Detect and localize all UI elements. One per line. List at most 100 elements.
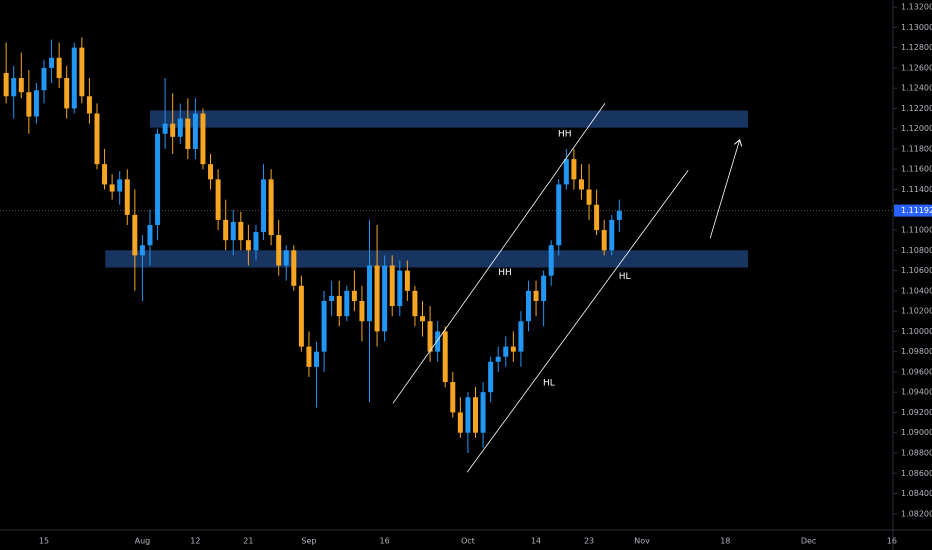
- candle-body: [465, 397, 471, 433]
- candle-body: [208, 164, 214, 180]
- candle-body: [510, 346, 516, 352]
- candle-body: [86, 96, 92, 114]
- x-tick-label: 18: [720, 537, 730, 546]
- candle-body: [351, 290, 357, 301]
- y-tick-label: 1.12200: [901, 104, 932, 113]
- y-tick-label: 1.10800: [901, 246, 932, 255]
- candle-body: [488, 361, 494, 393]
- candle-body: [457, 412, 463, 433]
- candle-body: [170, 123, 176, 137]
- candle-body: [503, 346, 509, 357]
- candle-body: [79, 47, 85, 97]
- candle-body: [601, 230, 607, 251]
- candle-body: [215, 179, 221, 220]
- y-tick-label: 1.13000: [901, 23, 932, 32]
- candle-body: [412, 290, 418, 317]
- candle-body: [94, 113, 100, 165]
- y-tick-label: 1.13200: [901, 3, 932, 12]
- y-tick-label: 1.12800: [901, 43, 932, 52]
- x-tick-label: 16: [887, 537, 897, 546]
- candle-body: [276, 235, 282, 266]
- candle-body: [26, 92, 32, 117]
- y-tick-label: 1.09000: [901, 428, 932, 437]
- y-tick-label: 1.11000: [901, 226, 932, 235]
- candle-body: [124, 179, 130, 215]
- candle-body: [359, 300, 365, 322]
- candle-body: [132, 214, 138, 256]
- y-tick-label: 1.08200: [901, 509, 932, 518]
- y-tick-label: 1.08800: [901, 448, 932, 457]
- candle-body: [3, 72, 9, 97]
- candle-body: [616, 210, 622, 220]
- candle-body: [336, 295, 342, 317]
- y-tick-label: 1.11600: [901, 165, 932, 174]
- zone: [149, 110, 749, 128]
- annotation: HL: [619, 272, 631, 282]
- candle-body: [102, 164, 108, 185]
- y-tick-label: 1.09600: [901, 367, 932, 376]
- candle-body: [541, 275, 547, 301]
- last-price-box: [894, 204, 932, 217]
- candle-body: [397, 270, 403, 307]
- candle-body: [268, 179, 274, 236]
- annotation: HH: [558, 129, 572, 139]
- candle-body: [594, 204, 600, 231]
- candle-body: [291, 250, 297, 286]
- y-tick-label: 1.12600: [901, 63, 932, 72]
- trend-line: [466, 170, 689, 473]
- candle-body: [245, 240, 251, 251]
- arrow: [709, 140, 740, 239]
- candle-body: [563, 159, 569, 185]
- candle-body: [609, 219, 615, 251]
- candle-body: [238, 221, 244, 241]
- candle-body: [533, 290, 539, 301]
- y-tick-label: 1.12000: [901, 124, 932, 133]
- x-tick-label: 14: [531, 537, 541, 546]
- candle-body: [49, 57, 55, 68]
- candle-body: [177, 118, 183, 137]
- candle-body: [321, 300, 327, 352]
- y-tick-label: 1.10000: [901, 327, 932, 336]
- candle-body: [147, 224, 153, 246]
- candle-body: [329, 295, 335, 301]
- x-tick-label: Oct: [461, 537, 475, 546]
- candle-body: [253, 232, 259, 251]
- candle-body: [480, 392, 486, 433]
- candle-body: [200, 113, 206, 165]
- candle-body: [117, 179, 123, 192]
- candle-body: [71, 47, 77, 109]
- x-tick-label: 15: [39, 537, 49, 546]
- candle-body: [261, 179, 267, 233]
- x-tick-label: 16: [380, 537, 390, 546]
- y-tick-label: 1.09200: [901, 408, 932, 417]
- candle-body: [162, 123, 168, 134]
- y-tick-label: 1.08400: [901, 489, 932, 498]
- trend-line: [392, 103, 606, 404]
- candle-body: [298, 285, 304, 347]
- candle-body: [155, 133, 161, 225]
- y-tick-label: 1.10600: [901, 266, 932, 275]
- candle-body: [192, 113, 198, 149]
- candle-body: [18, 78, 24, 93]
- candle-body: [223, 219, 229, 241]
- candle-body: [427, 321, 433, 352]
- candle-body: [314, 351, 320, 367]
- candle-body: [548, 245, 554, 276]
- candle-body: [11, 78, 17, 97]
- y-tick-label: 1.09400: [901, 388, 932, 397]
- candle-body: [472, 397, 478, 433]
- candle-body: [382, 265, 388, 332]
- candle-body: [283, 250, 289, 266]
- y-tick-label: 1.09800: [901, 347, 932, 356]
- zone: [105, 250, 749, 268]
- candle-body: [525, 290, 531, 322]
- last-price-label: 1.11192: [901, 206, 932, 215]
- candle-body: [56, 57, 62, 79]
- candle-body: [306, 346, 312, 367]
- candle-body: [450, 382, 456, 413]
- x-tick-label: Aug: [135, 537, 151, 546]
- candle-body: [495, 356, 501, 362]
- candle-body: [139, 245, 145, 256]
- candle-body: [344, 290, 350, 317]
